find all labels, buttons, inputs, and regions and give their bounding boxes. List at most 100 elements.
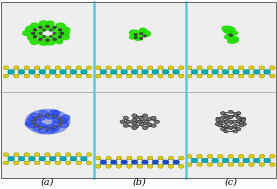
Circle shape (207, 66, 213, 70)
Circle shape (45, 66, 50, 70)
Circle shape (3, 153, 9, 156)
Circle shape (24, 153, 30, 156)
Circle shape (45, 161, 50, 165)
Circle shape (143, 35, 147, 37)
Circle shape (173, 70, 179, 74)
Circle shape (39, 126, 43, 129)
Circle shape (191, 158, 198, 163)
Ellipse shape (39, 40, 48, 45)
Circle shape (45, 74, 50, 78)
Circle shape (224, 114, 228, 117)
Circle shape (24, 74, 30, 78)
Circle shape (29, 156, 35, 161)
Ellipse shape (30, 39, 39, 44)
Circle shape (34, 161, 40, 165)
Circle shape (39, 70, 46, 74)
Ellipse shape (140, 28, 147, 33)
Ellipse shape (34, 119, 41, 124)
Circle shape (39, 32, 42, 34)
Circle shape (218, 74, 223, 78)
Circle shape (32, 120, 36, 123)
Circle shape (215, 122, 220, 125)
Ellipse shape (34, 33, 43, 37)
Circle shape (55, 74, 61, 78)
Ellipse shape (25, 26, 35, 32)
Circle shape (212, 158, 219, 163)
Circle shape (152, 70, 159, 74)
Circle shape (222, 70, 229, 74)
Circle shape (49, 36, 53, 38)
Circle shape (212, 70, 219, 74)
Circle shape (33, 35, 37, 38)
Circle shape (106, 66, 111, 70)
Circle shape (218, 121, 222, 124)
Circle shape (46, 39, 50, 42)
Circle shape (18, 70, 25, 74)
Ellipse shape (53, 117, 60, 122)
Circle shape (233, 70, 239, 74)
Circle shape (137, 120, 142, 123)
Circle shape (131, 160, 138, 164)
Ellipse shape (60, 34, 69, 40)
Circle shape (116, 164, 122, 168)
Circle shape (158, 156, 163, 160)
Circle shape (3, 161, 9, 165)
Ellipse shape (55, 38, 63, 44)
Circle shape (147, 164, 153, 168)
Circle shape (179, 74, 184, 78)
Circle shape (147, 117, 152, 121)
Circle shape (229, 34, 233, 36)
Circle shape (249, 163, 254, 167)
Ellipse shape (231, 37, 238, 41)
Circle shape (197, 163, 202, 167)
Circle shape (218, 124, 222, 127)
Circle shape (86, 153, 92, 156)
Circle shape (218, 66, 223, 70)
Circle shape (131, 70, 138, 74)
Circle shape (207, 154, 213, 158)
Circle shape (66, 153, 71, 156)
Circle shape (134, 36, 137, 39)
Circle shape (14, 161, 19, 165)
Ellipse shape (46, 127, 56, 133)
Circle shape (207, 163, 213, 167)
Circle shape (224, 130, 228, 133)
Ellipse shape (31, 23, 39, 28)
Circle shape (29, 70, 35, 74)
Circle shape (216, 119, 220, 122)
Circle shape (201, 70, 208, 74)
Circle shape (58, 117, 61, 120)
Circle shape (106, 156, 111, 160)
Circle shape (147, 123, 152, 126)
Circle shape (197, 74, 202, 78)
Circle shape (162, 160, 169, 164)
Ellipse shape (51, 127, 60, 132)
Circle shape (134, 33, 137, 36)
Circle shape (45, 153, 50, 156)
Circle shape (31, 32, 35, 35)
Ellipse shape (49, 110, 58, 116)
Circle shape (151, 116, 156, 120)
Ellipse shape (45, 40, 55, 45)
Circle shape (238, 74, 244, 78)
Circle shape (238, 154, 244, 158)
Ellipse shape (27, 119, 35, 125)
Ellipse shape (222, 26, 235, 32)
Circle shape (238, 163, 244, 167)
Circle shape (34, 117, 37, 120)
Circle shape (116, 74, 122, 78)
Circle shape (3, 66, 9, 70)
Circle shape (222, 158, 229, 163)
Circle shape (224, 120, 229, 123)
Circle shape (127, 156, 132, 160)
Circle shape (66, 161, 71, 165)
Circle shape (70, 70, 77, 74)
Bar (1, 92, 94, 178)
Text: (b): (b) (133, 178, 147, 187)
Circle shape (229, 126, 233, 129)
Circle shape (186, 74, 192, 78)
Circle shape (58, 124, 61, 126)
Ellipse shape (53, 33, 60, 37)
Circle shape (121, 160, 127, 164)
Ellipse shape (39, 21, 48, 26)
